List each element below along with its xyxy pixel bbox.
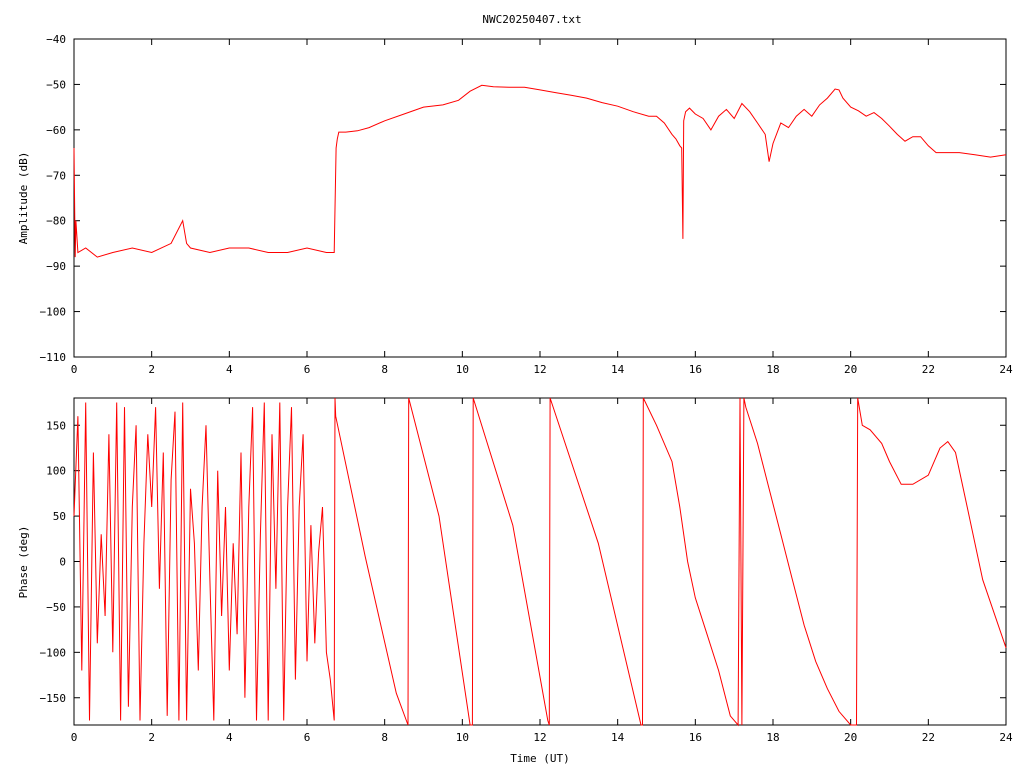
amplitude-x-tick-label: 22 bbox=[922, 363, 935, 376]
phase-x-tick-label: 24 bbox=[999, 731, 1013, 744]
phase-x-tick-label: 14 bbox=[611, 731, 625, 744]
amplitude-x-tick-label: 10 bbox=[456, 363, 469, 376]
phase-y-tick-label: 100 bbox=[46, 465, 66, 478]
amplitude-plot-frame bbox=[73, 38, 1007, 358]
amplitude-y-tick-label: −50 bbox=[46, 78, 66, 91]
phase-x-tick-label: 12 bbox=[533, 731, 546, 744]
phase-x-tick-label: 22 bbox=[922, 731, 935, 744]
phase-x-tick-label: 20 bbox=[844, 731, 857, 744]
phase-x-tick-label: 0 bbox=[71, 731, 78, 744]
phase-y-tick-label: −150 bbox=[40, 692, 67, 705]
amplitude-y-tick-label: −80 bbox=[46, 215, 66, 228]
phase-x-tick-label: 16 bbox=[689, 731, 702, 744]
amplitude-x-tick-label: 18 bbox=[766, 363, 779, 376]
amplitude-ticks: 0 2 4 6 8 10 12 14 16 18 20 22 24−110−100−90−80−70−6… bbox=[40, 33, 1013, 376]
amplitude-y-tick-label: −70 bbox=[46, 169, 66, 182]
phase-y-tick-label: −50 bbox=[46, 601, 66, 614]
amplitude-x-tick-label: 6 bbox=[304, 363, 311, 376]
amplitude-y-tick-label: −60 bbox=[46, 124, 66, 137]
amplitude-x-tick-label: 20 bbox=[844, 363, 857, 376]
amplitude-x-tick-label: 16 bbox=[689, 363, 702, 376]
figure-title: NWC20250407.txt bbox=[482, 13, 581, 26]
amplitude-x-tick-label: 0 bbox=[71, 363, 78, 376]
phase-x-tick-label: 6 bbox=[304, 731, 311, 744]
amplitude-y-label: Amplitude (dB) bbox=[17, 152, 30, 245]
amplitude-x-tick-label: 12 bbox=[533, 363, 546, 376]
phase-x-label: Time (UT) bbox=[510, 752, 570, 765]
amplitude-x-tick-label: 4 bbox=[226, 363, 233, 376]
amplitude-y-tick-label: −110 bbox=[40, 351, 67, 364]
phase-y-tick-label: 0 bbox=[59, 556, 66, 569]
phase-y-tick-label: −100 bbox=[40, 646, 67, 659]
phase-trace bbox=[73, 397, 1007, 727]
amplitude-panel: 0 2 4 6 8 10 12 14 16 18 20 22 24−110−100−90−80−70−6… bbox=[17, 33, 1013, 376]
phase-panel: 0 2 4 6 8 10 12 14 16 18 20 22 24−150−100−5005010015… bbox=[17, 397, 1013, 765]
amplitude-y-tick-label: −40 bbox=[46, 33, 66, 46]
amplitude-x-tick-label: 24 bbox=[999, 363, 1013, 376]
phase-y-label: Phase (deg) bbox=[17, 526, 30, 599]
phase-x-tick-label: 8 bbox=[381, 731, 388, 744]
phase-x-tick-label: 4 bbox=[226, 731, 233, 744]
phase-ticks: 0 2 4 6 8 10 12 14 16 18 20 22 24−150−100−5005010015… bbox=[40, 398, 1013, 744]
phase-y-tick-label: 150 bbox=[46, 419, 66, 432]
phase-x-tick-label: 2 bbox=[148, 731, 155, 744]
amplitude-x-tick-label: 14 bbox=[611, 363, 625, 376]
amplitude-x-tick-label: 8 bbox=[381, 363, 388, 376]
phase-y-tick-label: 50 bbox=[53, 510, 66, 523]
phase-x-tick-label: 10 bbox=[456, 731, 469, 744]
amplitude-y-tick-label: −90 bbox=[46, 260, 66, 273]
amplitude-trace bbox=[73, 84, 1007, 258]
amplitude-x-tick-label: 2 bbox=[148, 363, 155, 376]
phase-x-tick-label: 18 bbox=[766, 731, 779, 744]
amplitude-y-tick-label: −100 bbox=[40, 306, 67, 319]
